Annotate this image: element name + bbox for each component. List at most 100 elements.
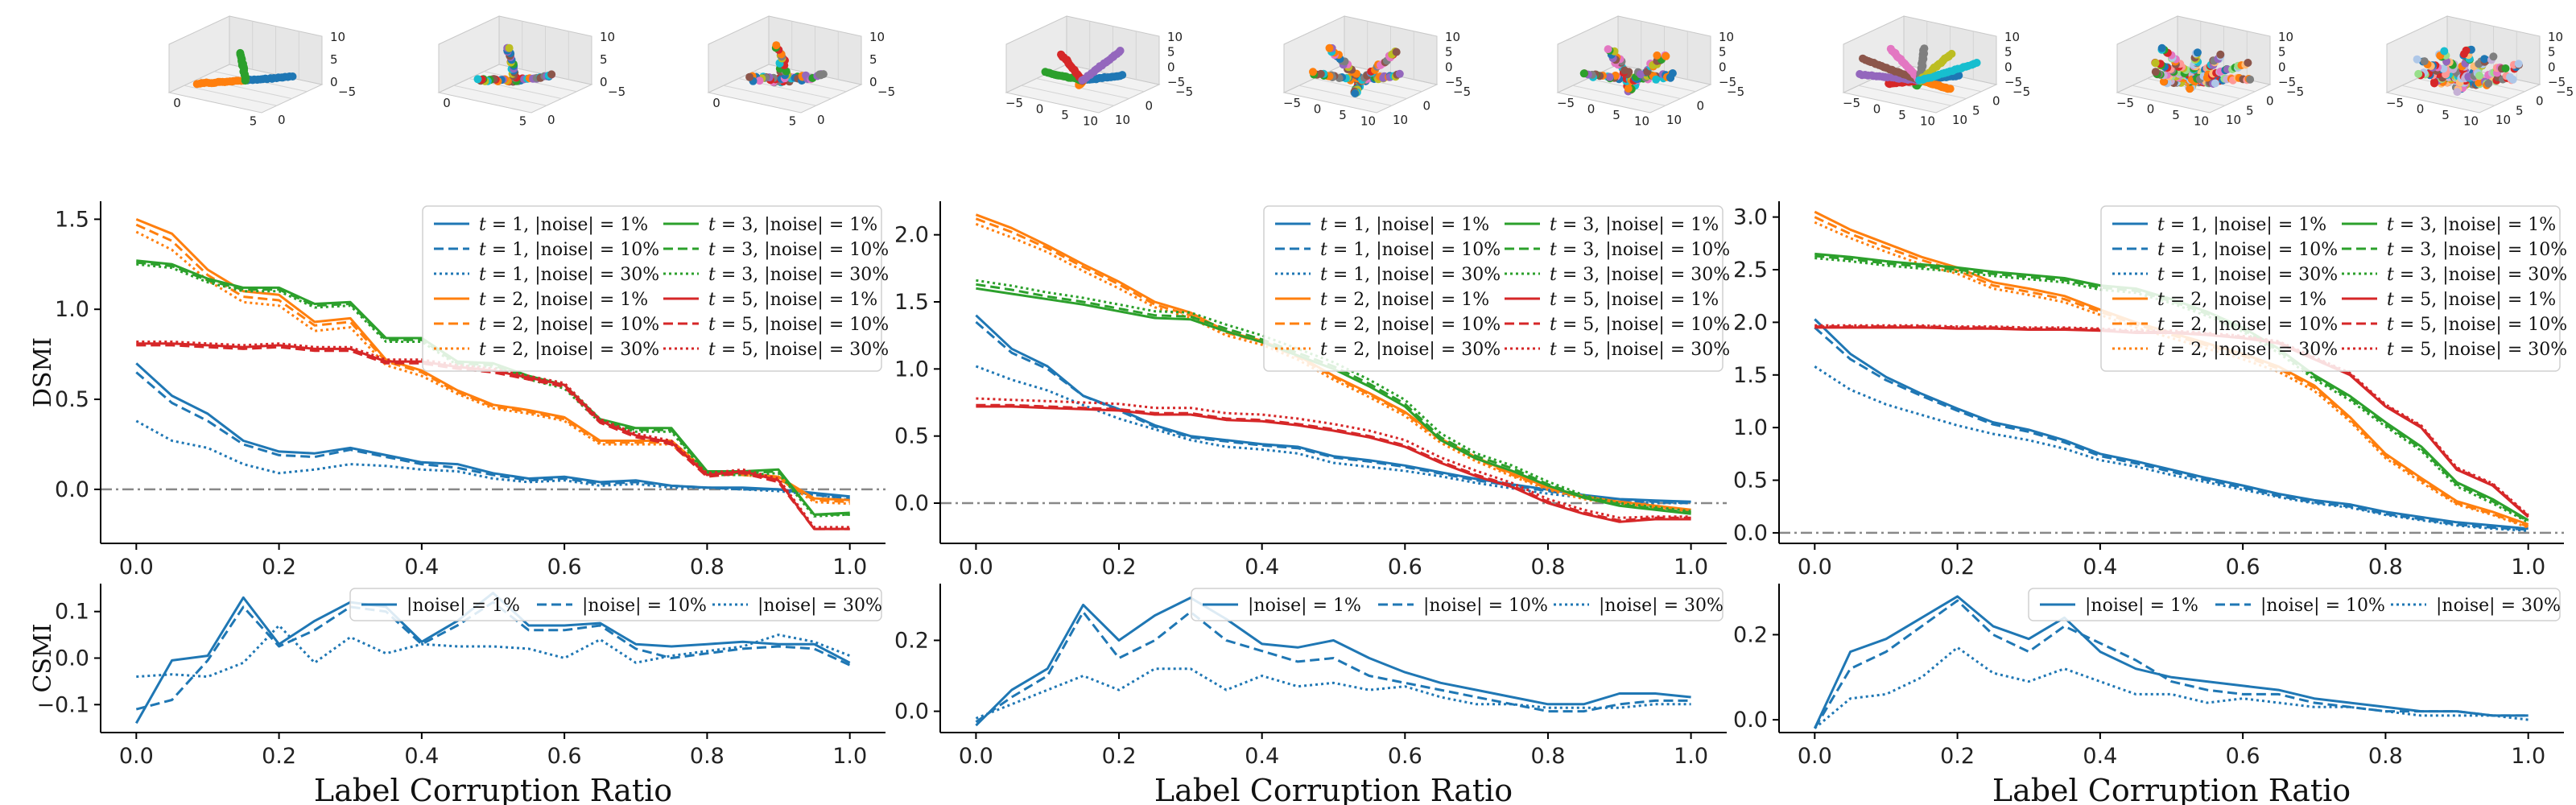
legend-label: t = 1, |noise| = 1% [479, 215, 648, 235]
x-tick-label: 0.8 [1530, 555, 1565, 580]
legend-label: t = 5, |noise| = 1% [2387, 290, 2556, 310]
x-tick-label: −5 [1843, 96, 1860, 110]
series-line [1814, 254, 2529, 522]
y-tick-label: 0 [1146, 99, 1154, 114]
x-axis-label: Label Corruption Ratio [1992, 773, 2351, 805]
x-tick-label: 0.8 [1530, 744, 1565, 769]
x-tick-label: 0.8 [2368, 555, 2403, 580]
y-tick-label: 0.0 [55, 646, 89, 671]
legend-box [1263, 205, 1724, 372]
x-tick-label: 0.6 [1388, 744, 1422, 769]
y-tick-label: 0 [1992, 94, 2000, 109]
scatter-point [1653, 51, 1662, 60]
legend-label: t = 5, |noise| = 10% [1550, 315, 1730, 335]
legend-label: |noise| = 30% [2436, 596, 2561, 616]
x-tick-label: 0.6 [547, 744, 582, 769]
scatter-point [288, 72, 297, 80]
x-tick-label: 5 [1612, 108, 1620, 122]
y-tick-label: 0.5 [894, 424, 929, 449]
z-tick-label: 10 [600, 30, 615, 44]
series-line [1814, 365, 2529, 532]
scatter-point [2489, 52, 2498, 61]
y-tick-label: −5 [2556, 85, 2574, 99]
series-line [976, 397, 1691, 519]
z-tick-label: 10 [1719, 30, 1734, 44]
legend-label: t = 5, |noise| = 30% [1550, 340, 1730, 360]
x-tick-label: −5 [1005, 96, 1023, 110]
scatter-point [2480, 55, 2489, 64]
scatter-point [1856, 70, 1864, 78]
y-tick-label: 1.5 [1733, 363, 1768, 388]
series-line [975, 610, 1691, 724]
scatter-point [1118, 71, 1127, 80]
scatter-point [1662, 52, 1670, 60]
legend-label: t = 3, |noise| = 1% [2387, 215, 2556, 235]
z-tick-label: 0 [600, 75, 608, 89]
scatter-point [2462, 46, 2471, 55]
x-tick-label: 0.0 [959, 744, 993, 769]
x-tick-label: 1.0 [1674, 555, 1708, 580]
series-line [1814, 221, 2529, 529]
legend-label: t = 3, |noise| = 10% [2387, 240, 2567, 260]
legend-label: |noise| = 30% [1599, 596, 1724, 616]
x-tick-label: 1.0 [2511, 744, 2545, 769]
x-tick-label: 1.0 [1674, 744, 1708, 769]
series-line [135, 230, 850, 506]
y-tick-label: 2.0 [1733, 310, 1768, 335]
scatter-point [2244, 59, 2252, 67]
scatter-point [2420, 57, 2429, 66]
y-tick-label: 0.2 [894, 628, 929, 653]
x-tick-label: 0.8 [690, 555, 724, 580]
legend-box [422, 205, 882, 372]
scatter-point [1624, 85, 1633, 93]
legend-label: t = 1, |noise| = 10% [479, 240, 659, 260]
z-tick-label: 0 [869, 75, 877, 89]
y-tick-label: −5 [608, 85, 625, 99]
scatter-point [755, 76, 764, 85]
y-tick-label: 1.0 [894, 357, 929, 382]
z-tick-label: 10 [330, 30, 345, 44]
x-tick-label: 0.4 [404, 744, 439, 769]
legend-label: |noise| = 1% [2085, 596, 2198, 616]
y-tick-label: 0.2 [1733, 622, 1768, 647]
legend-box [1191, 588, 1724, 621]
x-tick-label: 10 [2194, 114, 2209, 129]
legend-label: |noise| = 10% [1423, 596, 1548, 616]
scatter-point [816, 71, 825, 80]
legend-label: t = 3, |noise| = 30% [2387, 265, 2567, 285]
legend-label: t = 3, |noise| = 10% [708, 240, 889, 260]
y-tick-label: 0 [1423, 99, 1431, 114]
scatter-point [1885, 79, 1893, 88]
x-tick-label: 0 [712, 96, 720, 110]
y-tick-label: 10 [1952, 113, 1967, 127]
chart-panel: 0.0 0.2 0.4 0.6 0.8 1.0 0.0 0.5 1.0 1.5 DSMI t = 1,… [29, 201, 889, 580]
x-tick-label: 1.0 [832, 744, 867, 769]
y-tick-label: 2.0 [894, 223, 929, 248]
scatter-point [2151, 68, 2160, 76]
y-tick-label: 0 [817, 113, 825, 127]
series-line [136, 261, 850, 516]
legend-label: t = 2, |noise| = 1% [2157, 290, 2326, 310]
x-tick-label: 5 [250, 114, 258, 129]
z-tick-label: 0 [1167, 60, 1175, 74]
legend-label: t = 5, |noise| = 30% [708, 340, 889, 360]
scatter-point [2151, 59, 2160, 68]
y-tick-label: −5 [1175, 85, 1193, 99]
x-tick-label: 10 [1083, 114, 1098, 129]
legend-label: t = 5, |noise| = 10% [708, 315, 889, 335]
series-line [135, 371, 850, 500]
y-tick-label: −5 [2013, 85, 2030, 99]
scatter-point [1920, 44, 1929, 53]
legend: t = 1, |noise| = 1% t = 1, |noise| = 10% t… [2100, 205, 2567, 372]
scatter-point [2484, 79, 2493, 88]
scatter-point [2414, 69, 2423, 78]
x-tick-label: 10 [1920, 114, 1935, 129]
y-tick-label: 10 [2226, 113, 2241, 127]
x-tick-label: 10 [1634, 114, 1649, 129]
chart-panel: 0.0 0.2 0.4 0.6 0.8 1.0 0.0 0.2 Label Corruption… [1733, 584, 2564, 805]
grid-line [1858, 85, 1951, 106]
z-tick-label: 5 [2278, 45, 2286, 60]
x-tick-label: −5 [1557, 96, 1575, 110]
